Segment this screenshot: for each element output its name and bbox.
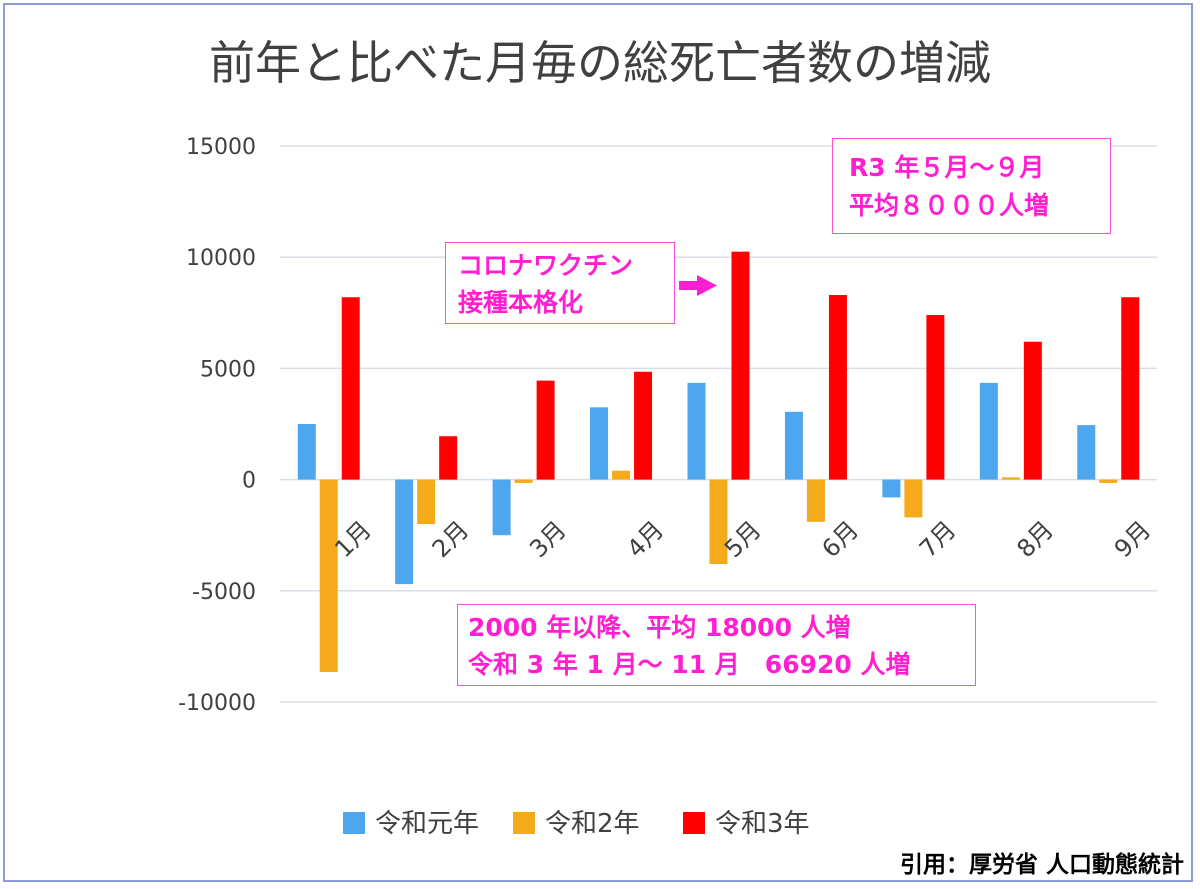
legend-label: 令和3年 bbox=[715, 809, 810, 839]
bar-series1-5 bbox=[687, 382, 706, 480]
x-axis-categories: 1月 2月 3月 4月 5月 6月 7月 8月 9月 bbox=[329, 516, 1156, 564]
bar-series1-4 bbox=[590, 407, 609, 480]
legend: 令和元年 令和2年 令和3年 bbox=[343, 809, 810, 839]
source-citation: 引用：厚労省 人口動態統計 bbox=[899, 852, 1184, 878]
bar-series1-7 bbox=[882, 479, 901, 498]
y-tick-label: 15000 bbox=[186, 135, 256, 160]
bar-series2-2 bbox=[417, 479, 436, 525]
annotation-line: 令和 3 年 1 月～ 11 月 66920 人増 bbox=[468, 650, 911, 679]
bar-series2-8 bbox=[1001, 477, 1020, 480]
arrow-icon bbox=[679, 275, 717, 296]
annotation-line: R3 年５月～９月 bbox=[849, 153, 1045, 182]
x-category-label: 7月 bbox=[914, 516, 962, 564]
bar-series1-1 bbox=[297, 424, 316, 480]
bars bbox=[297, 251, 1140, 672]
x-category-label: 4月 bbox=[622, 516, 670, 564]
annotation-since-2000: 2000 年以降、平均 18000 人増 令和 3 年 1 月～ 11 月 66… bbox=[457, 604, 976, 686]
bar-series1-2 bbox=[395, 479, 414, 585]
annotation-line: 平均８０００人増 bbox=[849, 191, 1050, 220]
y-tick-label: -10000 bbox=[178, 691, 256, 716]
bar-series3-7 bbox=[926, 315, 945, 480]
bar-series3-6 bbox=[828, 295, 847, 480]
annotation-vaccine: コロナワクチン 接種本格化 bbox=[445, 242, 675, 324]
annotation-line: コロナワクチン bbox=[458, 251, 634, 280]
legend-label: 令和2年 bbox=[545, 809, 640, 839]
y-tick-label: 0 bbox=[242, 469, 256, 494]
bar-series2-9 bbox=[1099, 479, 1118, 483]
y-tick-label: 10000 bbox=[186, 246, 256, 271]
bar-series3-2 bbox=[439, 436, 458, 480]
bar-series1-8 bbox=[979, 382, 998, 480]
legend-swatch bbox=[513, 812, 535, 834]
bar-series3-4 bbox=[634, 371, 653, 480]
annotation-r3-average: R3 年５月～９月 平均８０００人増 bbox=[832, 138, 1111, 234]
x-category-label: 9月 bbox=[1109, 516, 1157, 564]
bar-series3-1 bbox=[341, 297, 360, 480]
x-category-label: 6月 bbox=[817, 516, 865, 564]
bar-series1-3 bbox=[492, 479, 511, 536]
y-axis-ticks: 15000 10000 5000 0 -5000 -10000 bbox=[178, 135, 256, 716]
bar-series3-5 bbox=[731, 251, 750, 480]
bar-series2-1 bbox=[319, 479, 338, 672]
bar-series3-3 bbox=[536, 380, 555, 480]
bar-series3-8 bbox=[1023, 341, 1042, 480]
annotation-line: 接種本格化 bbox=[458, 288, 584, 317]
bar-series2-7 bbox=[904, 479, 923, 518]
bar-series1-6 bbox=[784, 411, 803, 480]
y-tick-label: 5000 bbox=[200, 357, 256, 382]
bar-series2-6 bbox=[806, 479, 825, 522]
legend-swatch bbox=[683, 812, 705, 834]
annotation-line: 2000 年以降、平均 18000 人増 bbox=[468, 613, 851, 642]
legend-swatch bbox=[343, 812, 365, 834]
bar-series2-5 bbox=[709, 479, 728, 565]
chart-title: 前年と比べた月毎の総死亡者数の増減 bbox=[209, 36, 991, 90]
chart-frame bbox=[3, 3, 1193, 882]
bar-series2-3 bbox=[514, 479, 533, 483]
y-tick-label: -5000 bbox=[192, 580, 256, 605]
x-category-label: 8月 bbox=[1011, 516, 1059, 564]
legend-label: 令和元年 bbox=[375, 809, 479, 839]
bar-series1-9 bbox=[1077, 425, 1096, 480]
bar-series3-9 bbox=[1121, 297, 1140, 480]
bar-series2-4 bbox=[612, 470, 631, 480]
x-category-label: 3月 bbox=[524, 516, 572, 564]
